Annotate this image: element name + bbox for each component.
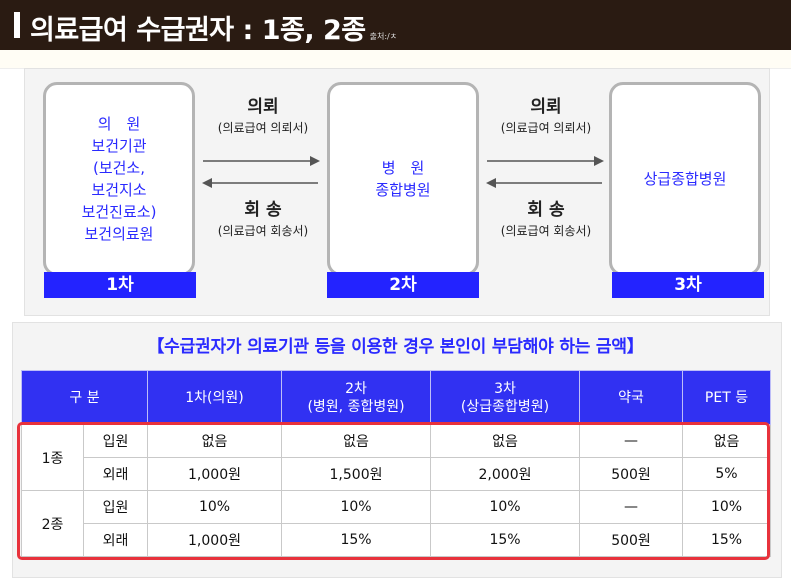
return-doc-text: (의료급여 회송서) xyxy=(500,224,592,238)
flow-arrows xyxy=(202,156,604,188)
return-label-2: 회 송 (의료급여 회송서) xyxy=(479,199,613,241)
header-pharmacy: 약국 xyxy=(579,370,683,425)
table-cell: 500원 xyxy=(579,457,683,491)
table-subtitle: 【수급권자가 의료기관 등을 이용한 경우 본인이 부담해야 하는 금액】 xyxy=(147,337,644,357)
header-clinic: 1차(의원) xyxy=(147,370,282,425)
table-cell: 2,000원 xyxy=(430,457,580,491)
referral-label-1: 의뢰 (의료급여 의뢰서) xyxy=(196,96,330,138)
group-label: 1종 xyxy=(21,424,84,491)
row-type: 입원 xyxy=(83,424,148,458)
table-cell: 없음 xyxy=(147,424,282,458)
header-pet: PET 등 xyxy=(682,370,771,425)
header-tertiary-line2: (상급종합병원) xyxy=(460,398,550,415)
clinic-line: 의 원 xyxy=(97,115,141,133)
clinic-line: 보건의료원 xyxy=(84,225,154,243)
row-type: 입원 xyxy=(83,490,148,524)
table-row: 2종 입원 10% 10% 10% — 10% xyxy=(21,490,771,557)
table-cell: 15% xyxy=(430,523,580,557)
header-hospital-line2: (병원, 종합병원) xyxy=(307,398,405,415)
header-tertiary: 3차 (상급종합병원) xyxy=(430,370,580,425)
table-cell: 500원 xyxy=(579,523,683,557)
table-row: 외래 1,000원 15% 15% 500원 15% xyxy=(22,523,771,557)
clinic-line: (보건소, xyxy=(92,159,146,177)
row-type: 외래 xyxy=(83,523,148,557)
table-cell: — xyxy=(579,490,683,524)
header-hospital-line1: 2차 xyxy=(345,380,367,397)
table-cell: 10% xyxy=(682,490,771,524)
return-text: 회 송 xyxy=(527,200,565,220)
referral-doc-text: (의료급여 의뢰서) xyxy=(500,121,592,135)
hospital-line: 종합병원 xyxy=(375,181,431,199)
table-cell: 10% xyxy=(430,490,580,524)
level-1-label: 1차 xyxy=(44,272,196,298)
table-row: 외래 1,000원 1,500원 2,000원 500원 5% xyxy=(22,457,771,491)
source-note: 출처:/ㅊ xyxy=(369,32,398,41)
return-doc-text: (의료급여 회송서) xyxy=(217,224,309,238)
table-cell: 15% xyxy=(682,523,771,557)
referral-doc-text: (의료급여 의뢰서) xyxy=(217,121,309,135)
hospital-line: 병 원 xyxy=(381,159,425,177)
table-header-row: 구 분 1차(의원) 2차 (병원, 종합병원) 3차 (상급종합병원) 약국 PE… xyxy=(21,370,771,425)
group-label: 2종 xyxy=(21,490,84,557)
page-title-text: 의료급여 수급권자 : 1종, 2종 xyxy=(30,15,366,46)
table-cell: 1,000원 xyxy=(147,523,282,557)
table-cell: 10% xyxy=(147,490,282,524)
page-title: 의료급여 수급권자 : 1종, 2종 출처:/ㅊ xyxy=(30,8,397,47)
page-header: 의료급여 수급권자 : 1종, 2종 출처:/ㅊ xyxy=(0,0,791,50)
level-2-label: 2차 xyxy=(327,272,479,298)
clinic-line: 보건진료소) xyxy=(81,203,157,221)
title-bar-mark xyxy=(14,12,20,38)
table-cell: 5% xyxy=(682,457,771,491)
clinic-box: 의 원 보건기관 (보건소, 보건지소 보건진료소) 보건의료원 xyxy=(43,82,195,276)
arrow-head-icon xyxy=(486,178,496,188)
table-row: 1종 입원 없음 없음 없음 — 없음 xyxy=(21,424,771,491)
arrow-head-icon xyxy=(202,178,212,188)
arrow-head-icon xyxy=(310,156,320,166)
return-label-1: 회 송 (의료급여 회송서) xyxy=(196,199,330,241)
clinic-line: 보건지소 xyxy=(91,181,147,199)
arrow-head-icon xyxy=(594,156,604,166)
clinic-line: 보건기관 xyxy=(91,137,147,155)
table-cell: 없음 xyxy=(682,424,771,458)
hospital-box: 병 원 종합병원 xyxy=(327,82,479,276)
table-cell: 1,500원 xyxy=(281,457,431,491)
tertiary-line: 상급종합병원 xyxy=(643,170,727,188)
table-cell: 없음 xyxy=(281,424,431,458)
referral-label-2: 의뢰 (의료급여 의뢰서) xyxy=(479,96,613,138)
level-3-label: 3차 xyxy=(612,272,764,298)
table-cell: 15% xyxy=(281,523,431,557)
header-category: 구 분 xyxy=(21,370,148,425)
table-cell: — xyxy=(579,424,683,458)
copayment-table: 구 분 1차(의원) 2차 (병원, 종합병원) 3차 (상급종합병원) 약국 PE… xyxy=(21,370,771,557)
header-hospital: 2차 (병원, 종합병원) xyxy=(281,370,431,425)
header-tertiary-line1: 3차 xyxy=(494,380,516,397)
referral-text: 의뢰 xyxy=(530,97,562,117)
row-type: 외래 xyxy=(83,457,148,491)
return-text: 회 송 xyxy=(244,200,282,220)
table-cell: 10% xyxy=(281,490,431,524)
table-cell: 1,000원 xyxy=(147,457,282,491)
table-cell: 없음 xyxy=(430,424,580,458)
referral-text: 의뢰 xyxy=(247,97,279,117)
